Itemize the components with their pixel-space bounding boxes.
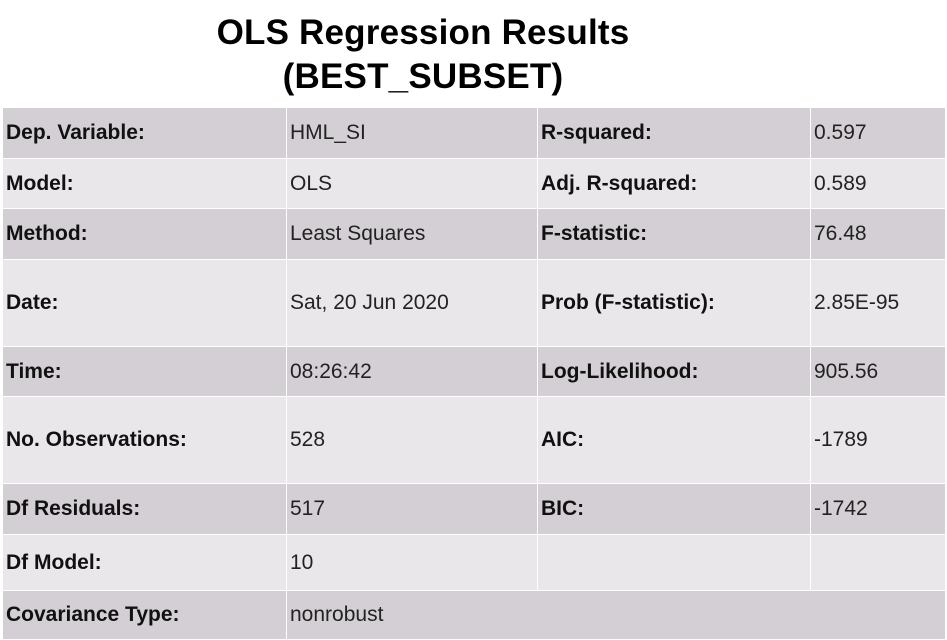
stat-label: Date: bbox=[2, 259, 287, 347]
page-title: OLS Regression Results (BEST_SUBSET) bbox=[0, 0, 846, 108]
stat-value: 76.48 bbox=[810, 208, 946, 260]
table-row: Method: Least Squares F-statistic: 76.48 bbox=[2, 208, 946, 260]
table-row: Dep. Variable: HML_SI R-squared: 0.597 bbox=[2, 107, 946, 159]
table-row: Df Residuals: 517 BIC: -1742 bbox=[2, 483, 946, 535]
stat-value: 517 bbox=[286, 483, 538, 535]
table-row: Date: Sat, 20 Jun 2020 Prob (F-statistic… bbox=[2, 259, 946, 347]
stat-label: Df Residuals: bbox=[2, 483, 287, 535]
table-row: Model: OLS Adj. R-squared: 0.589 bbox=[2, 158, 946, 209]
stat-value: -1742 bbox=[810, 483, 946, 535]
stat-label: Time: bbox=[2, 346, 287, 397]
stat-value: 08:26:42 bbox=[286, 346, 538, 397]
stat-value: -1789 bbox=[810, 396, 946, 484]
stat-label: F-statistic: bbox=[537, 208, 811, 260]
stat-value bbox=[810, 534, 946, 591]
stat-label: Prob (F-statistic): bbox=[537, 259, 811, 347]
stat-label: Df Model: bbox=[2, 534, 287, 591]
stat-label: Covariance Type: bbox=[2, 590, 287, 640]
stat-value: 10 bbox=[286, 534, 538, 591]
stat-label: Dep. Variable: bbox=[2, 107, 287, 159]
stat-value: HML_SI bbox=[286, 107, 538, 159]
stat-label: Method: bbox=[2, 208, 287, 260]
stat-label bbox=[537, 534, 811, 591]
stat-value: 905.56 bbox=[810, 346, 946, 397]
stat-label: Model: bbox=[2, 158, 287, 209]
stat-value: Least Squares bbox=[286, 208, 538, 260]
stat-label: AIC: bbox=[537, 396, 811, 484]
stat-value: OLS bbox=[286, 158, 538, 209]
stat-value: 2.85E-95 bbox=[810, 259, 946, 347]
stat-value: 528 bbox=[286, 396, 538, 484]
stat-value: 0.597 bbox=[810, 107, 946, 159]
stat-label: Adj. R-squared: bbox=[537, 158, 811, 209]
table-row: Df Model: 10 bbox=[2, 534, 946, 591]
stat-label: Log-Likelihood: bbox=[537, 346, 811, 397]
regression-results-table: Dep. Variable: HML_SI R-squared: 0.597 M… bbox=[2, 107, 946, 640]
stat-label: R-squared: bbox=[537, 107, 811, 159]
title-line-2: (BEST_SUBSET) bbox=[282, 57, 564, 96]
stat-value: 0.589 bbox=[810, 158, 946, 209]
stat-value: Sat, 20 Jun 2020 bbox=[286, 259, 538, 347]
title-line-1: OLS Regression Results bbox=[216, 13, 630, 52]
stat-label: No. Observations: bbox=[2, 396, 287, 484]
table-row: No. Observations: 528 AIC: -1789 bbox=[2, 396, 946, 484]
table-row: Covariance Type: nonrobust bbox=[2, 590, 946, 640]
stat-value: nonrobust bbox=[286, 590, 946, 640]
stat-label: BIC: bbox=[537, 483, 811, 535]
table-row: Time: 08:26:42 Log-Likelihood: 905.56 bbox=[2, 346, 946, 397]
